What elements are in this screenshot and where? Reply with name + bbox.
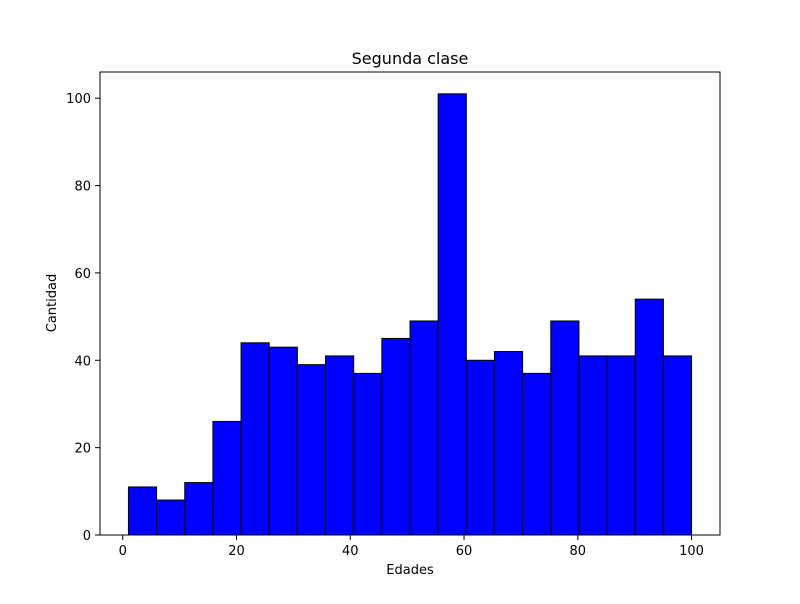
histogram-bar [493,351,524,536]
chart-title: Segunda clase [352,49,469,68]
histogram-bar [296,364,327,536]
histogram-bar [550,320,580,536]
histogram-bar [662,355,693,536]
y-axis-label: Cantidad [45,274,60,332]
plot-frame [99,71,721,536]
histogram-bar [127,486,158,536]
histogram-bar [212,420,242,536]
histogram-bar [184,482,214,536]
x-tick-label: 40 [342,544,359,559]
x-tick-label: 80 [570,544,587,559]
y-axis-ticks: 0 20 40 60 80 100 [66,92,100,544]
y-tick-label: 60 [74,267,91,282]
histogram-bar [381,337,411,536]
x-tick-label: 60 [456,544,473,559]
y-tick-label: 0 [83,529,91,544]
histogram-bar [156,499,186,536]
histogram-bar [240,342,270,536]
histogram-bar [353,372,383,536]
histogram-bar [409,320,439,536]
histogram-bar [522,372,552,536]
histogram-bar [634,298,664,536]
histogram-bar [465,359,495,536]
y-tick-label: 40 [74,354,91,369]
x-axis-ticks: 0 20 40 60 80 100 [119,535,704,559]
x-tick-label: 20 [228,544,245,559]
histogram-bar [606,355,636,536]
histogram-bar [268,346,298,536]
histogram-bar [325,355,355,536]
x-tick-label: 100 [679,544,704,559]
x-axis-label: Edades [386,563,434,578]
histogram-bar [437,93,467,536]
y-tick-label: 20 [74,442,91,457]
y-tick-label: 80 [74,180,91,195]
bars-group [127,93,693,536]
y-tick-label: 100 [66,92,91,107]
histogram-bar [578,355,608,536]
x-tick-label: 0 [119,544,127,559]
